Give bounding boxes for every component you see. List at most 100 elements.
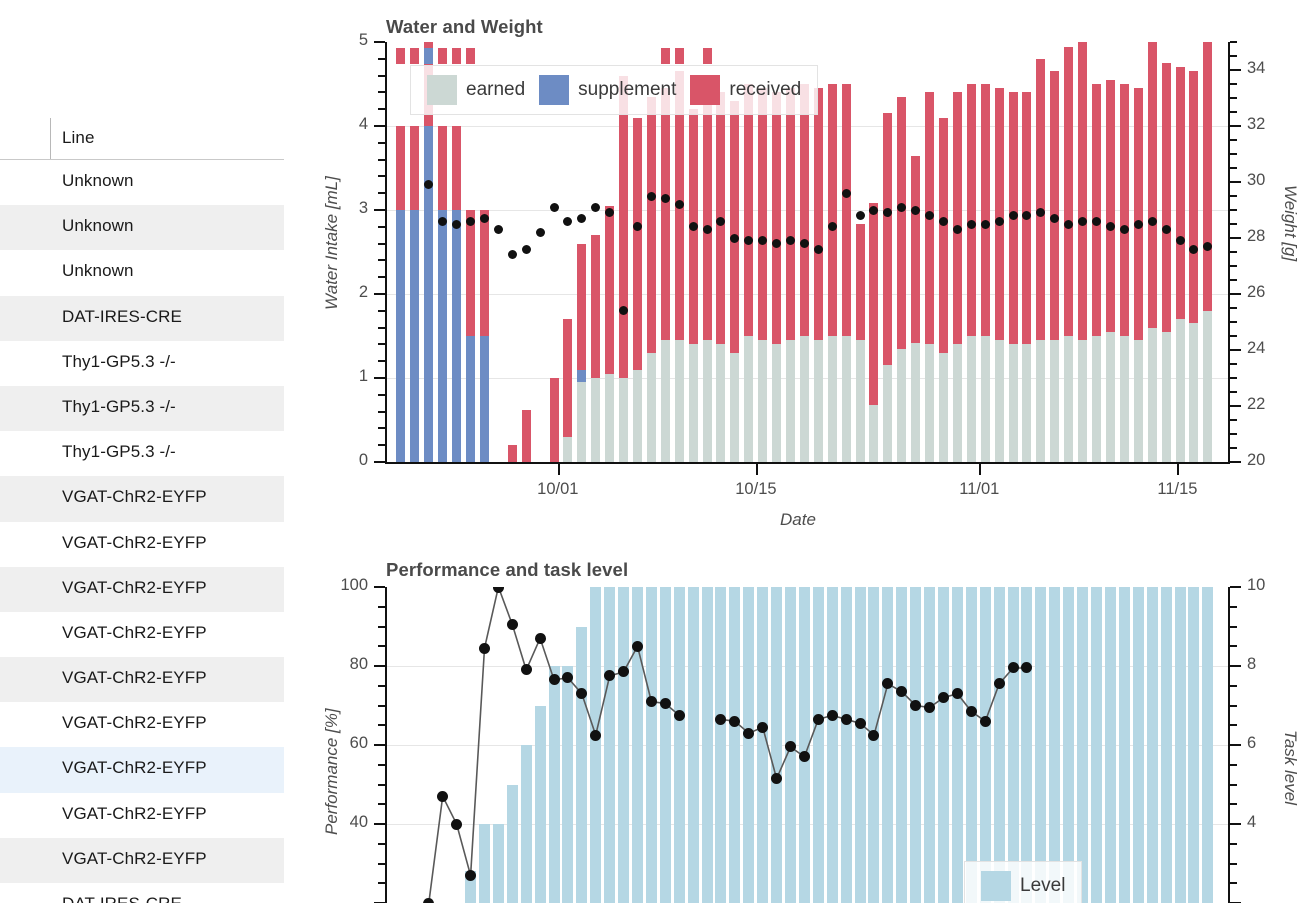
weight-data-point — [619, 306, 629, 316]
y-axis-left-spine — [385, 587, 387, 903]
water-intake-bar — [466, 42, 476, 462]
bar-segment-earned — [1022, 344, 1032, 462]
bar-segment-supplement — [410, 210, 420, 462]
table-row[interactable]: VGAT-ChR2-EYFP — [0, 702, 284, 747]
water-weight-legend[interactable]: earned supplement received — [410, 65, 819, 115]
axis-tick — [1230, 237, 1241, 239]
bar-segment-received — [605, 205, 615, 374]
bar-segment-earned — [799, 336, 809, 462]
table-row[interactable]: Thy1-GP5.3 -/- — [0, 385, 284, 432]
table-row[interactable]: VGAT-ChR2-EYFP — [0, 747, 284, 793]
axis-tick — [1230, 803, 1237, 806]
weight-data-point — [758, 236, 768, 246]
table-row[interactable]: VGAT-ChR2-EYFP — [0, 793, 284, 838]
axis-tick — [378, 882, 385, 885]
axis-tick — [374, 377, 385, 379]
weight-data-point — [813, 244, 823, 254]
bar-segment-earned — [688, 344, 698, 462]
performance-data-point — [1007, 662, 1019, 674]
performance-data-point — [673, 709, 685, 721]
task-level-bar — [631, 587, 643, 903]
bar-segment-earned — [1147, 327, 1157, 462]
task-level-bar — [771, 587, 783, 903]
performance-data-point — [771, 773, 783, 785]
weight-data-point — [507, 250, 517, 260]
table-row[interactable]: VGAT-ChR2-EYFP — [0, 837, 284, 883]
line-name-label: VGAT-ChR2-EYFP — [62, 622, 207, 642]
task-level-legend[interactable]: Level — [964, 861, 1083, 903]
bar-segment-earned — [730, 352, 740, 462]
table-row[interactable]: Unknown — [0, 160, 284, 205]
bar-overflow-marker — [424, 48, 434, 64]
table-row[interactable]: Thy1-GP5.3 -/- — [0, 431, 284, 476]
task-level-bar — [465, 871, 477, 903]
table-row[interactable]: DAT-IRES-CRE — [0, 883, 284, 903]
bar-segment-earned — [591, 378, 601, 462]
axis-tick-label: 1 — [358, 367, 368, 385]
task-level-bar — [534, 705, 546, 903]
water-intake-bar — [744, 42, 754, 462]
axis-tick — [1230, 783, 1237, 786]
table-header[interactable]: Line — [0, 118, 284, 160]
axis-tick — [378, 360, 385, 363]
axis-tick — [378, 175, 385, 178]
water-intake-bar — [549, 42, 559, 462]
weight-data-point — [688, 222, 698, 232]
bar-segment-earned — [605, 373, 615, 462]
axis-tick — [374, 586, 385, 588]
bar-segment-earned — [966, 336, 976, 462]
bar-segment-earned — [911, 342, 921, 462]
line-name-label: VGAT-ChR2-EYFP — [62, 577, 207, 597]
table-row[interactable]: Unknown — [0, 205, 284, 251]
chart-title-water-weight: Water and Weight — [386, 16, 543, 37]
weight-data-point — [1147, 216, 1157, 226]
table-row[interactable]: VGAT-ChR2-EYFP — [0, 657, 284, 703]
axis-tick — [1230, 842, 1237, 845]
line-table-sidebar: Line Unknown Unknown Unknown DAT-IRES-CRE Th… — [0, 0, 284, 903]
performance-data-point — [743, 727, 755, 739]
table-row[interactable]: Unknown — [0, 250, 284, 295]
task-level-bar — [478, 824, 490, 903]
axis-tick-label: 4 — [1247, 813, 1257, 831]
weight-data-point — [577, 213, 587, 223]
table-row[interactable]: DAT-IRES-CRE — [0, 295, 284, 341]
axis-tick — [1230, 419, 1237, 421]
bar-segment-earned — [925, 344, 935, 462]
bar-segment-received — [772, 92, 782, 345]
water-intake-bar — [1133, 42, 1143, 462]
line-name-label: Unknown — [62, 171, 134, 190]
axis-tick — [1230, 586, 1241, 588]
table-row[interactable]: VGAT-ChR2-EYFP — [0, 566, 284, 612]
table-row[interactable]: Thy1-GP5.3 -/- — [0, 341, 284, 386]
axis-tick — [1230, 279, 1237, 281]
bar-segment-earned — [786, 340, 795, 462]
axis-tick — [1230, 405, 1241, 407]
axis-tick-label: 30 — [1247, 171, 1266, 189]
water-intake-bar — [1064, 42, 1074, 462]
axis-tick — [378, 242, 385, 245]
line-name-label: VGAT-ChR2-EYFP — [62, 668, 207, 688]
table-row[interactable]: VGAT-ChR2-EYFP — [0, 476, 284, 522]
bar-segment-earned — [897, 348, 907, 462]
bar-segment-received — [841, 84, 851, 336]
performance-data-point — [979, 715, 991, 727]
axis-tick — [378, 842, 385, 845]
bar-segment-earned — [646, 352, 656, 462]
line-name-label: Thy1-GP5.3 -/- — [62, 396, 176, 416]
water-intake-bar — [1161, 42, 1171, 462]
table-row[interactable]: VGAT-ChR2-EYFP — [0, 522, 284, 567]
axis-tick — [1230, 882, 1237, 885]
task-level-bar — [924, 587, 936, 903]
line-name-label: Unknown — [62, 216, 134, 236]
task-level-bar — [1049, 587, 1061, 903]
table-row[interactable]: VGAT-ChR2-EYFP — [0, 612, 284, 657]
axis-tick — [1230, 55, 1237, 57]
bar-segment-received — [994, 88, 1004, 341]
weight-data-point — [1161, 225, 1171, 235]
header-rule — [0, 159, 284, 160]
line-name-label: VGAT-ChR2-EYFP — [62, 532, 207, 552]
axis-tick-label: 8 — [1247, 655, 1257, 673]
bar-segment-received — [952, 92, 962, 345]
water-intake-bar — [994, 42, 1004, 462]
task-level-bar — [1007, 587, 1019, 903]
